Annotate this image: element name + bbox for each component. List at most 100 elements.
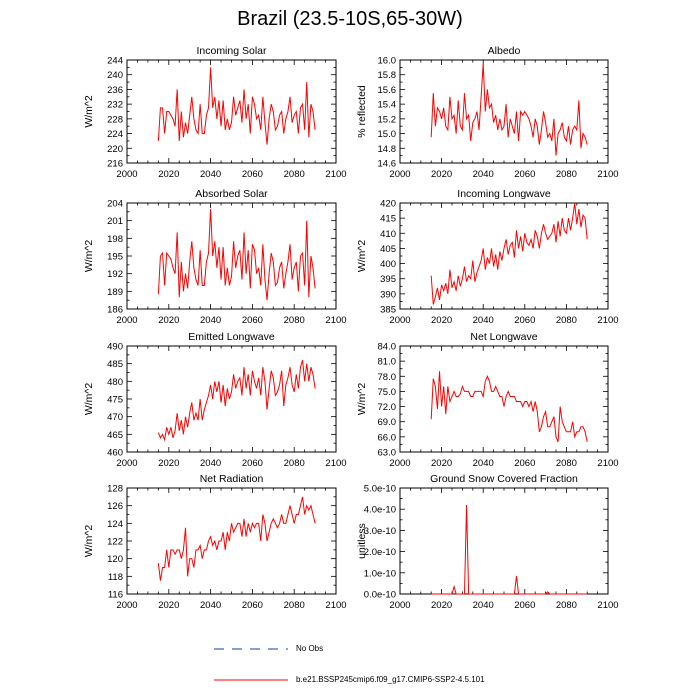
chart-panel-6: Net Radiation 2000 2020 2040 2060 2080 2100 116… [83,473,347,611]
series-line [431,504,588,595]
x-tick-label: 2020 [158,315,179,326]
y-tick-label: 228 [107,114,123,125]
x-tick-label: 2040 [473,458,494,469]
y-tick-label: 410 [380,229,396,240]
y-tick-label: 485 [107,359,123,370]
y-tick-label: 128 [107,484,123,495]
y-tick-label: 480 [107,377,123,388]
x-tick-label: 2060 [242,315,263,326]
series-line [157,67,316,145]
y-tick-label: 236 [107,85,123,96]
x-tick-label: 2080 [556,600,577,611]
y-tick-label: 216 [107,159,123,170]
chart-title: Incoming Longwave [457,188,551,200]
x-tick-label: 2000 [389,600,410,611]
x-tick-label: 2040 [200,315,221,326]
x-tick-label: 2040 [473,315,494,326]
y-tick-label: 224 [107,129,123,140]
y-tick-label: 385 [380,305,396,316]
y-axis-label: W/m^2 [356,383,368,416]
y-tick-label: 15.0 [378,129,397,140]
x-tick-label: 2020 [158,458,179,469]
y-tick-label: 1.0e-10 [364,568,396,579]
y-tick-label: 220 [107,144,123,155]
y-tick-label: 390 [380,289,396,300]
legend-obs-label: No Obs [296,644,324,653]
x-tick-label: 2040 [473,169,494,180]
y-tick-label: 2.0e-10 [364,547,396,558]
x-tick-label: 2100 [325,315,346,326]
series-line [157,496,316,581]
x-tick-label: 2100 [597,458,618,469]
x-tick-label: 2060 [514,600,535,611]
x-tick-label: 2080 [556,169,577,180]
y-tick-label: 490 [107,342,123,353]
y-tick-label: 14.8 [378,144,397,155]
series-line [157,208,316,301]
y-tick-label: 3.0e-10 [364,526,396,537]
chart-panel-7: Ground Snow Covered Fraction 2000 2020 2040… [356,473,619,611]
x-tick-label: 2040 [200,169,221,180]
series-line [157,359,316,442]
y-tick-label: 116 [108,590,123,601]
y-tick-label: 240 [107,70,123,81]
x-tick-label: 2080 [556,315,577,326]
x-tick-label: 2020 [158,600,179,611]
x-tick-label: 2020 [431,315,452,326]
chart-title: Albedo [488,45,521,57]
page-title: Brazil (23.5-10S,65-30W) [237,8,463,30]
x-tick-label: 2020 [158,169,179,180]
chart-title: Incoming Solar [196,45,267,57]
y-tick-label: 16.0 [378,56,397,67]
y-tick-label: 66.0 [378,432,397,443]
y-tick-label: 4.0e-10 [364,505,396,516]
chart-panel-1: Albedo 2000 2020 2040 2060 2080 2100 14.6 14.8 15… [356,45,619,180]
chart-title: Absorbed Solar [195,188,268,200]
y-axis-label: W/m^2 [83,95,95,128]
x-tick-label: 2100 [597,600,618,611]
y-tick-label: 75.0 [378,387,397,398]
x-tick-label: 2040 [200,458,221,469]
x-tick-label: 2100 [325,600,346,611]
chart-title: Net Radiation [200,473,264,485]
y-axis-label: W/m^2 [83,525,95,558]
y-tick-label: 201 [107,216,123,227]
x-tick-label: 2060 [242,458,263,469]
x-tick-label: 2000 [389,458,410,469]
y-tick-label: 465 [107,430,123,441]
x-tick-label: 2020 [431,600,452,611]
x-tick-label: 2060 [242,600,263,611]
y-tick-label: 84.0 [378,342,397,353]
y-tick-label: 0.0e-10 [364,590,396,601]
series-line [430,63,588,156]
x-tick-label: 2080 [284,315,305,326]
y-tick-label: 420 [380,199,396,210]
x-tick-label: 2000 [116,315,137,326]
chart-panel-0: Incoming Solar 2000 2020 2040 2060 2080 2100 21… [83,45,347,180]
x-tick-label: 2000 [116,600,137,611]
y-tick-label: 460 [107,448,123,459]
y-tick-label: 63.0 [378,448,397,459]
y-tick-label: 5.0e-10 [364,484,396,495]
y-tick-label: 198 [107,234,123,245]
y-tick-label: 395 [380,274,396,285]
y-tick-label: 120 [107,554,123,565]
chart-panel-2: Absorbed Solar 2000 2020 2040 2060 2080 2100 18… [83,188,347,326]
x-tick-label: 2100 [325,458,346,469]
chart-title: Emitted Longwave [188,331,275,343]
y-tick-label: 124 [107,519,123,530]
y-tick-label: 415 [380,214,396,225]
x-tick-label: 2040 [200,600,221,611]
y-axis-label: W/m^2 [83,240,95,273]
y-tick-label: 405 [380,244,396,255]
x-tick-label: 2000 [116,458,137,469]
y-tick-label: 126 [107,501,123,512]
x-tick-label: 2040 [473,600,494,611]
y-tick-label: 244 [107,56,123,67]
y-tick-label: 81.0 [378,357,397,368]
chart-title: Net Longwave [470,331,537,343]
y-tick-label: 232 [107,100,123,111]
x-tick-label: 2020 [431,169,452,180]
y-tick-label: 470 [107,412,123,423]
